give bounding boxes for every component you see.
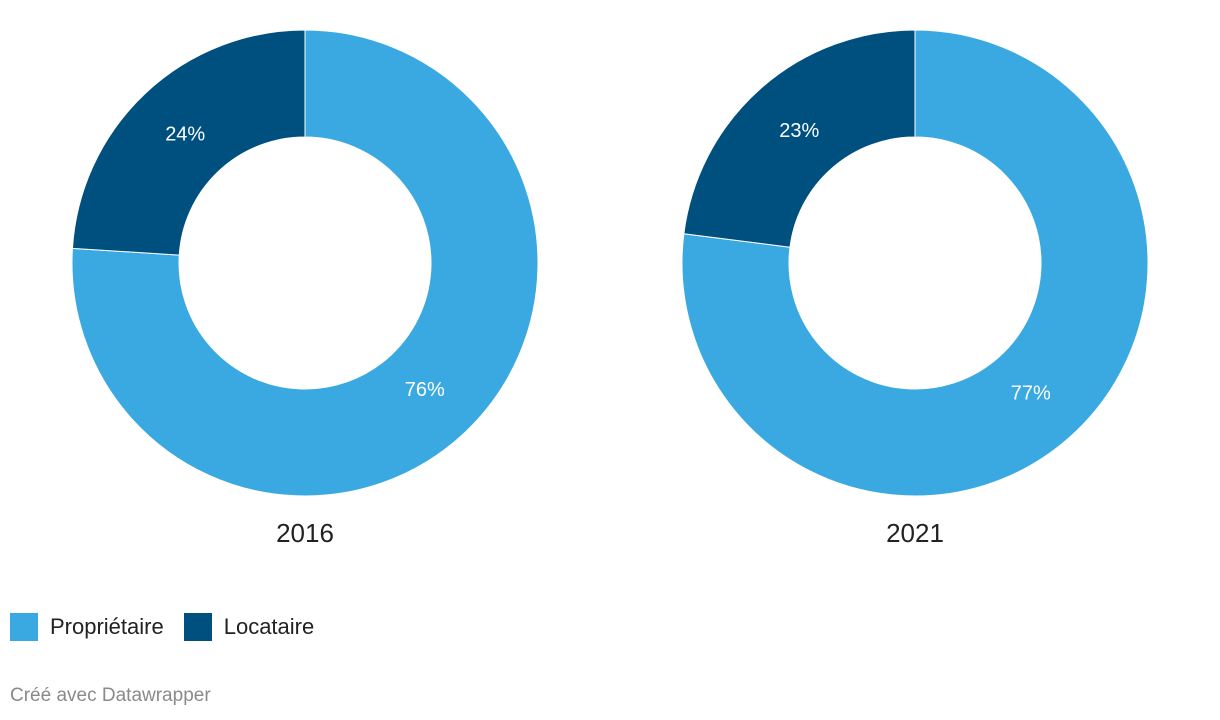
slice-value-label-locataire-2016: 24% <box>165 124 205 146</box>
slice-locataire-2016 <box>71 29 306 256</box>
legend-item-locataire: Locataire <box>183 613 315 641</box>
charts-svg: 76% 24% 2016 77% 23% 2021 <box>71 29 1149 548</box>
slice-value-label-proprietaire-2016: 76% <box>405 379 445 401</box>
slice-value-label-proprietaire-2021: 77% <box>1011 383 1051 405</box>
legend-item-proprietaire: Propriétaire <box>10 613 164 641</box>
slice-value-label-locataire-2021: 23% <box>779 120 819 142</box>
donut-chart-2021: 77% 23% 2021 <box>681 29 1149 548</box>
donut-charts: 76% 24% 2016 77% 23% 2021 <box>71 29 1149 548</box>
slice-locataire-2021 <box>683 29 916 248</box>
slice-proprietaire-2016 <box>71 29 539 497</box>
legend-swatch-proprietaire <box>10 613 38 641</box>
legend: Propriétaire Locataire <box>10 611 334 643</box>
credit-text[interactable]: Créé avec Datawrapper <box>10 685 211 706</box>
slice-proprietaire-2021 <box>681 29 1149 497</box>
legend-swatch-locataire <box>183 613 212 641</box>
chart-title-2016: 2016 <box>276 518 334 548</box>
legend-label-locataire: Locataire <box>223 614 315 639</box>
chart-title-2021: 2021 <box>886 518 944 548</box>
donut-chart-2016: 76% 24% 2016 <box>71 29 539 548</box>
legend-label-proprietaire: Propriétaire <box>50 614 164 639</box>
